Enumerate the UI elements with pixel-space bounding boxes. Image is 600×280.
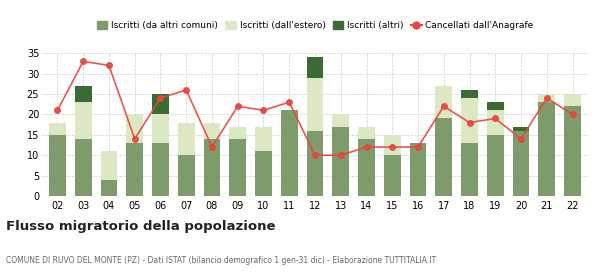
Bar [410, 143, 427, 196]
Bar [178, 155, 194, 196]
Bar [229, 127, 246, 139]
Bar [203, 123, 220, 139]
Bar [307, 131, 323, 196]
Bar [255, 127, 272, 151]
Bar [564, 94, 581, 106]
Bar [487, 110, 503, 135]
Bar [75, 86, 92, 102]
Bar [152, 115, 169, 143]
Bar [358, 127, 375, 139]
Bar [281, 110, 298, 196]
Bar [178, 123, 194, 155]
Bar [436, 118, 452, 196]
Bar [512, 131, 529, 196]
Bar [461, 143, 478, 196]
Bar [564, 106, 581, 196]
Bar [49, 123, 66, 135]
Bar [127, 143, 143, 196]
Bar [538, 94, 555, 102]
Text: COMUNE DI RUVO DEL MONTE (PZ) - Dati ISTAT (bilancio demografico 1 gen-31 dic) -: COMUNE DI RUVO DEL MONTE (PZ) - Dati IST… [6, 256, 436, 265]
Bar [384, 155, 401, 196]
Bar [75, 102, 92, 139]
Bar [307, 78, 323, 131]
Bar [461, 98, 478, 143]
Bar [332, 115, 349, 127]
Bar [512, 127, 529, 131]
Bar [203, 139, 220, 196]
Bar [255, 151, 272, 196]
Bar [384, 135, 401, 155]
Bar [307, 57, 323, 78]
Bar [487, 102, 503, 110]
Bar [152, 94, 169, 115]
Legend: Iscritti (da altri comuni), Iscritti (dall'estero), Iscritti (altri), Cancellati: Iscritti (da altri comuni), Iscritti (da… [93, 18, 537, 34]
Bar [49, 135, 66, 196]
Bar [538, 102, 555, 196]
Bar [332, 127, 349, 196]
Bar [461, 90, 478, 98]
Bar [101, 180, 118, 196]
Bar [127, 115, 143, 143]
Text: Flusso migratorio della popolazione: Flusso migratorio della popolazione [6, 220, 275, 233]
Bar [229, 139, 246, 196]
Bar [358, 139, 375, 196]
Bar [152, 143, 169, 196]
Bar [75, 139, 92, 196]
Bar [487, 135, 503, 196]
Bar [436, 86, 452, 118]
Bar [101, 151, 118, 180]
